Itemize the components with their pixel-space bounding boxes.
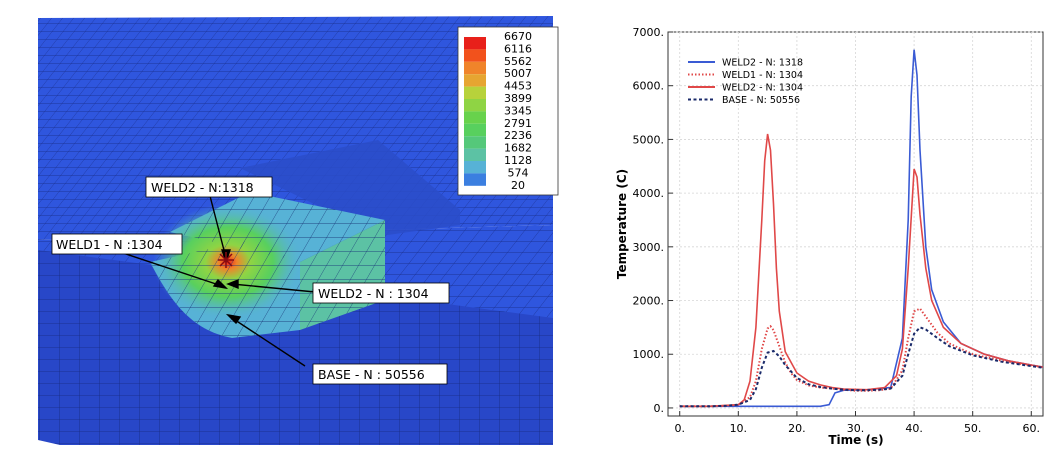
legend-entry: WELD2 - N: 1304: [722, 83, 803, 94]
x-tick-label: 60.: [1023, 422, 1041, 435]
svg-text:WELD2 - N : 1304: WELD2 - N : 1304: [318, 286, 429, 301]
colorbar-swatch: [464, 49, 486, 62]
annotation-weld2-1318: WELD2 - N:1318: [145, 176, 273, 198]
colorbar-level-label: 5007: [504, 67, 532, 80]
legend-entry: BASE - N: 50556: [722, 95, 800, 106]
colorbar-swatch: [464, 61, 486, 75]
svg-text:WELD2 - N:1318: WELD2 - N:1318: [151, 180, 254, 195]
y-axis-label: Temperature (C): [615, 169, 629, 279]
legend-entry: WELD2 - N: 1318: [722, 58, 803, 69]
legend-entry: WELD1 - N: 1304: [722, 70, 803, 81]
y-tick-label: 1000.: [633, 348, 665, 361]
plate-side-face: [38, 250, 553, 445]
colorbar-level-label: 1682: [504, 142, 532, 155]
annotation-base-50556: BASE - N : 50556: [312, 363, 448, 385]
x-tick-label: 10.: [730, 422, 748, 435]
colorbar-level-label: 1128: [504, 154, 532, 167]
y-tick-label: 3000.: [633, 241, 665, 254]
colorbar-swatch: [464, 111, 486, 124]
x-tick-label: 20.: [788, 422, 806, 435]
svg-text:WELD1 - N :1304: WELD1 - N :1304: [56, 237, 163, 252]
colorbar-level-label: 6670: [504, 30, 532, 43]
series-line-2: [679, 133, 1044, 408]
x-axis-label: Time (s): [828, 433, 883, 447]
colorbar-level-label: 3899: [504, 92, 532, 105]
y-tick-label: 4000.: [633, 187, 665, 200]
svg-text:BASE - N : 50556: BASE - N : 50556: [318, 367, 425, 382]
colorbar-swatch: [464, 136, 486, 149]
hot-node-star: [218, 252, 234, 268]
colorbar-swatch: [464, 99, 486, 112]
colorbar-level-label: 6116: [504, 42, 532, 55]
x-tick-label: 50.: [964, 422, 982, 435]
annotation-weld1-1304: WELD1 - N :1304: [51, 233, 183, 255]
colorbar-level-label: 3345: [504, 104, 532, 117]
temperature-chart-panel: 0. 10. 20. 30. 40. 50. 60. 0. 1000. 2000. 3000. 400…: [560, 0, 1061, 460]
series-lines: [679, 49, 1044, 408]
colorbar-level-label: 2236: [504, 129, 532, 142]
y-tick-label: 7000.: [633, 26, 665, 39]
y-tick-label: 5000.: [633, 133, 665, 146]
axis-ticks: 0. 10. 20. 30. 40. 50. 60. 0. 1000. 2000. 3000. 400…: [633, 26, 1041, 435]
gridlines: [668, 31, 1043, 416]
colorbar-swatch: [464, 74, 486, 87]
temperature-chart: 0. 10. 20. 30. 40. 50. 60. 0. 1000. 2000. 3000. 400…: [615, 26, 1044, 447]
colorbar-level-label: 2791: [504, 117, 532, 130]
callout-arrows: [119, 195, 316, 367]
colorbar-level-label: 4453: [504, 80, 532, 93]
weld-bead-top-mesh: [170, 192, 385, 262]
fe-model-panel: 6670 6116 5562 5007 4453 3899 3345 2791 2236 1682…: [38, 16, 559, 445]
colorbar-level-label: 574: [508, 166, 529, 179]
colorbar-legend: 6670611655625007445338993345279122361682…: [457, 26, 559, 196]
colorbar-swatch: [464, 148, 486, 161]
series-line-3: [679, 326, 1044, 408]
colorbar-swatch: [464, 161, 486, 174]
y-tick-label: 0.: [654, 402, 665, 415]
colorbar-swatch: [464, 123, 486, 137]
fe-model-figure: 6670611655625007445338993345279122361682…: [38, 16, 559, 445]
y-tick-label: 2000.: [633, 295, 665, 308]
annotation-weld2-1304: WELD2 - N : 1304: [312, 282, 450, 304]
colorbar-level-label: 5562: [504, 55, 532, 68]
x-tick-label: 30.: [847, 422, 865, 435]
groove-face: [240, 140, 460, 236]
colorbar-swatch: [464, 173, 486, 186]
colorbar-swatch: [464, 86, 486, 99]
x-tick-label: 0.: [674, 422, 685, 435]
colorbar-level-label: 20: [511, 179, 525, 192]
colorbar-swatch: [464, 37, 486, 50]
y-tick-label: 6000.: [633, 80, 665, 93]
x-tick-label: 40.: [905, 422, 923, 435]
